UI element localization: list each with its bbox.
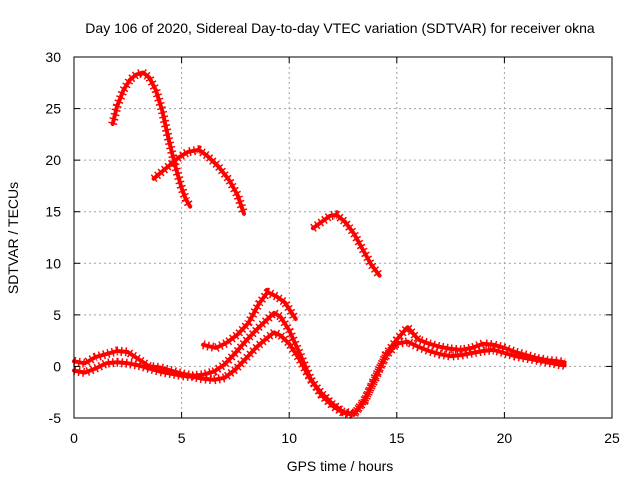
series-points-arc-6	[73, 327, 566, 419]
y-tick-label: 30	[45, 49, 61, 65]
series-group	[72, 68, 567, 420]
x-tick-label: 10	[281, 430, 297, 446]
x-tick-label: 25	[604, 430, 620, 446]
plot-frame	[73, 56, 613, 419]
y-tick-label: 0	[53, 358, 61, 374]
y-tick-label: 15	[45, 204, 61, 220]
series-points-arc-4	[202, 287, 300, 353]
y-tick-label: 5	[53, 307, 61, 323]
y-tick-label: -5	[49, 410, 62, 426]
x-tick-label: 15	[389, 430, 405, 446]
chart-title: Day 106 of 2020, Sidereal Day-to-day VTE…	[85, 20, 595, 36]
x-tick-label: 20	[497, 430, 513, 446]
series-points-arc-2	[150, 145, 249, 216]
x-axis-label: GPS time / hours	[287, 458, 394, 474]
y-tick-label: 10	[45, 255, 61, 271]
x-tick-label: 0	[70, 430, 78, 446]
y-tick-label: 20	[45, 152, 61, 168]
tick-labels: 0 5 10 15 20 25 -5 0 5 10 15 20 25 30	[45, 49, 620, 446]
series-line-arc-1	[110, 70, 193, 209]
x-tick-label: 5	[178, 430, 186, 446]
grid	[74, 57, 612, 418]
y-axis-label: SDTVAR / TECUs	[5, 182, 21, 294]
series-points-arc-3	[310, 210, 384, 279]
y-tick-label: 25	[45, 101, 61, 117]
